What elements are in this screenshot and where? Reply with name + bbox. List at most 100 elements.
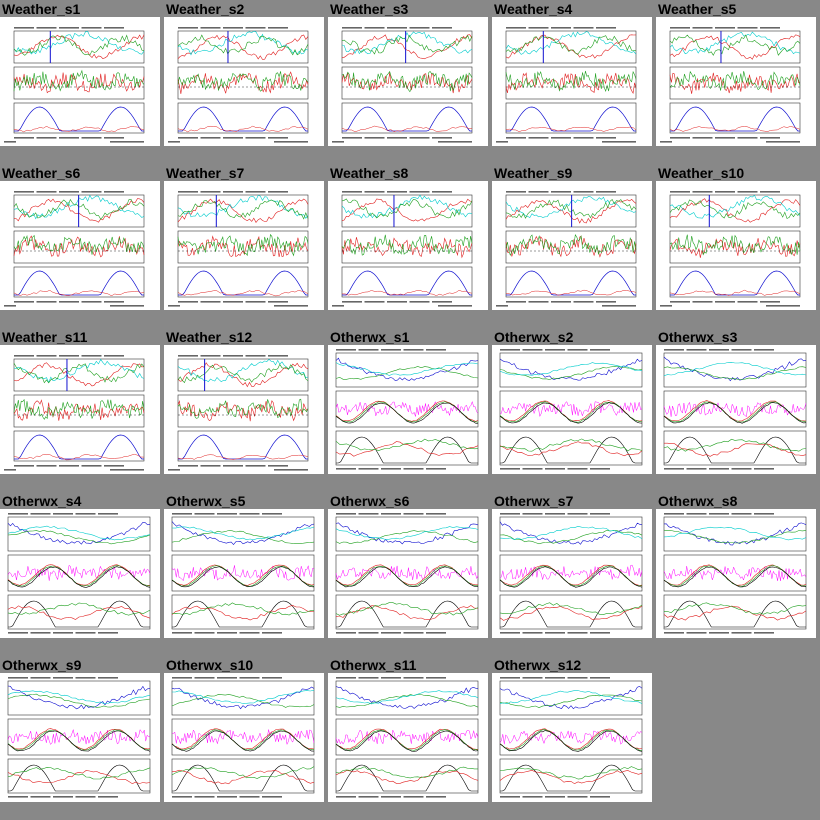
tile-title[interactable]: Weather_s5	[658, 1, 737, 17]
gallery-tile[interactable]: Weather_s11	[0, 328, 164, 492]
gallery-tile[interactable]: Otherwx_s9	[0, 656, 164, 820]
series-line	[7, 728, 151, 745]
date-label	[81, 355, 102, 357]
plot-thumbnail[interactable]	[164, 181, 324, 310]
tile-title[interactable]: Weather_s7	[166, 165, 245, 181]
plot-thumbnail[interactable]	[0, 509, 160, 638]
series-line	[663, 522, 807, 546]
series-line	[177, 233, 309, 257]
upper-plot-frame	[669, 194, 801, 228]
plot-thumbnail[interactable]	[656, 345, 816, 474]
series-line	[341, 125, 473, 133]
upper-plot-frame	[13, 358, 145, 392]
date-label	[686, 468, 707, 470]
tile-title[interactable]: Weather_s4	[494, 1, 573, 17]
plot-thumbnail[interactable]	[492, 181, 652, 310]
radiation-line	[172, 600, 314, 628]
gallery-tile[interactable]: Weather_s2	[164, 0, 328, 164]
plot-thumbnail[interactable]	[328, 509, 488, 638]
upper-plot-frame	[13, 30, 145, 64]
plot-thumbnail[interactable]	[164, 509, 324, 638]
lower-plot-frame	[505, 266, 637, 298]
gallery-tile[interactable]: Otherwx_s2	[492, 328, 656, 492]
gallery-tile[interactable]: Weather_s12	[164, 328, 328, 492]
series-line	[171, 605, 315, 621]
tile-title[interactable]: Weather_s1	[2, 1, 81, 17]
series-line	[177, 34, 309, 56]
gallery-tile[interactable]: Otherwx_s1	[328, 328, 492, 492]
plot-thumbnail[interactable]	[0, 17, 160, 146]
thumbnail-image	[499, 513, 643, 634]
tile-title[interactable]: Weather_s2	[166, 1, 245, 17]
date-label	[590, 677, 610, 679]
plot-thumbnail[interactable]	[328, 17, 488, 146]
plot-thumbnail[interactable]	[492, 345, 652, 474]
tile-title[interactable]: Otherwx_s2	[494, 329, 574, 345]
tile-title[interactable]: Otherwx_s10	[166, 657, 254, 673]
plot-thumbnail[interactable]	[656, 17, 816, 146]
series-line	[341, 194, 473, 219]
tile-title[interactable]: Otherwx_s6	[330, 493, 410, 509]
plot-thumbnail[interactable]	[0, 181, 160, 310]
gallery-tile[interactable]: Otherwx_s12	[492, 656, 656, 820]
plot-thumbnail[interactable]	[328, 345, 488, 474]
gallery-tile[interactable]: Weather_s8	[328, 164, 492, 328]
date-label	[664, 468, 684, 470]
plot-thumbnail[interactable]	[492, 673, 652, 802]
plot-thumbnail[interactable]	[656, 181, 816, 310]
gallery-tile[interactable]: Otherwx_s5	[164, 492, 328, 656]
gallery-tile[interactable]: Otherwx_s8	[656, 492, 820, 656]
tile-title[interactable]: Otherwx_s8	[658, 493, 738, 509]
gallery-tile[interactable]: Otherwx_s11	[328, 656, 492, 820]
gallery-tile[interactable]: Otherwx_s7	[492, 492, 656, 656]
tile-title[interactable]: Otherwx_s1	[330, 329, 410, 345]
plot-thumbnail[interactable]	[164, 673, 324, 802]
gallery-tile[interactable]: Otherwx_s3	[656, 328, 820, 492]
gallery-tile[interactable]: Weather_s3	[328, 0, 492, 164]
date-label	[670, 27, 690, 29]
tile-title[interactable]: Weather_s8	[330, 165, 409, 181]
tile-title[interactable]: Otherwx_s4	[2, 493, 82, 509]
gallery-tile[interactable]: Weather_s5	[656, 0, 820, 164]
plot-thumbnail[interactable]	[492, 509, 652, 638]
gallery-tile[interactable]: Weather_s10	[656, 164, 820, 328]
series-line	[171, 564, 315, 582]
plot-thumbnail[interactable]	[328, 181, 488, 310]
footer-label	[660, 141, 672, 143]
gallery-tile[interactable]: Otherwx_s4	[0, 492, 164, 656]
date-label	[223, 137, 243, 139]
gallery-tile[interactable]: Weather_s7	[164, 164, 328, 328]
plot-thumbnail[interactable]	[0, 673, 160, 802]
tile-title[interactable]: Weather_s11	[2, 329, 88, 345]
series-line	[341, 237, 473, 259]
tile-title[interactable]: Otherwx_s9	[2, 657, 82, 673]
date-label	[403, 468, 424, 470]
tile-title[interactable]: Weather_s10	[658, 165, 745, 181]
gallery-tile[interactable]: Otherwx_s10	[164, 656, 328, 820]
tile-title[interactable]: Weather_s3	[330, 1, 409, 17]
date-label	[36, 27, 57, 29]
gallery-tile[interactable]: Weather_s4	[492, 0, 656, 164]
plot-thumbnail[interactable]	[492, 17, 652, 146]
gallery-tile[interactable]: Weather_s6	[0, 164, 164, 328]
tile-title[interactable]: Otherwx_s3	[658, 329, 738, 345]
tile-title[interactable]: Otherwx_s5	[166, 493, 246, 509]
plot-thumbnail[interactable]	[656, 509, 816, 638]
date-label	[522, 468, 543, 470]
series-line	[341, 70, 473, 93]
gallery-tile[interactable]: Weather_s9	[492, 164, 656, 328]
plot-thumbnail[interactable]	[164, 17, 324, 146]
middle-plot-frame	[669, 230, 801, 264]
plot-thumbnail[interactable]	[0, 345, 160, 474]
tile-title[interactable]: Weather_s9	[494, 165, 573, 181]
tile-title[interactable]: Weather_s12	[166, 329, 253, 345]
gallery-tile[interactable]: Weather_s1	[0, 0, 164, 164]
date-label	[194, 796, 215, 798]
tile-title[interactable]: Weather_s6	[2, 165, 81, 181]
tile-title[interactable]: Otherwx_s12	[494, 657, 582, 673]
tile-title[interactable]: Otherwx_s7	[494, 493, 574, 509]
gallery-tile[interactable]: Otherwx_s6	[328, 492, 492, 656]
plot-thumbnail[interactable]	[328, 673, 488, 802]
tile-title[interactable]: Otherwx_s11	[330, 657, 417, 673]
plot-thumbnail[interactable]	[164, 345, 324, 474]
